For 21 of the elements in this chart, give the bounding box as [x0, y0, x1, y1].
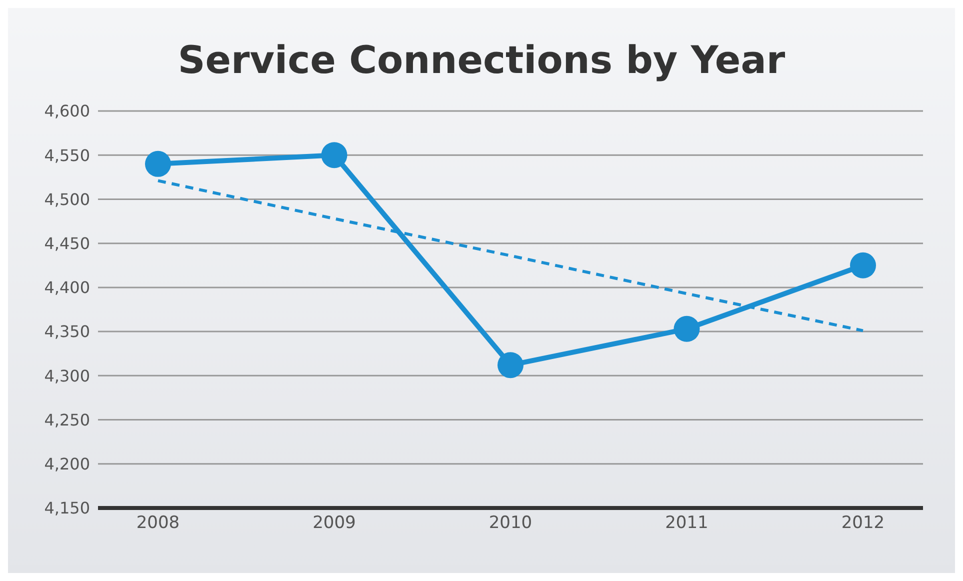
- y-tick-label: 4,250: [44, 410, 90, 430]
- point: [674, 316, 700, 342]
- point: [498, 352, 524, 378]
- x-tick-label: 2009: [312, 513, 356, 534]
- point: [321, 142, 348, 168]
- x-tick-label: 2010: [488, 513, 532, 534]
- y-tick-label: 4,300: [44, 366, 90, 386]
- point: [145, 150, 171, 177]
- y-tick-label: 4,150: [44, 498, 90, 518]
- y-tick-label: 4,400: [44, 278, 90, 298]
- chart-title: Service Connections by Year: [176, 37, 786, 84]
- x-tick-label: 2012: [841, 513, 885, 534]
- point: [850, 252, 876, 278]
- y-tick-label: 4,350: [44, 322, 90, 342]
- x-tick-label: 2011: [665, 513, 708, 534]
- y-tick-label: 4,200: [44, 454, 90, 474]
- y-tick-label: 4,450: [44, 234, 90, 254]
- y-tick-label: 4,500: [44, 190, 90, 209]
- y-tick-label: 4,550: [44, 146, 90, 165]
- x-tick-label: 2008: [136, 513, 180, 534]
- y-tick-label: 4,600: [44, 102, 90, 121]
